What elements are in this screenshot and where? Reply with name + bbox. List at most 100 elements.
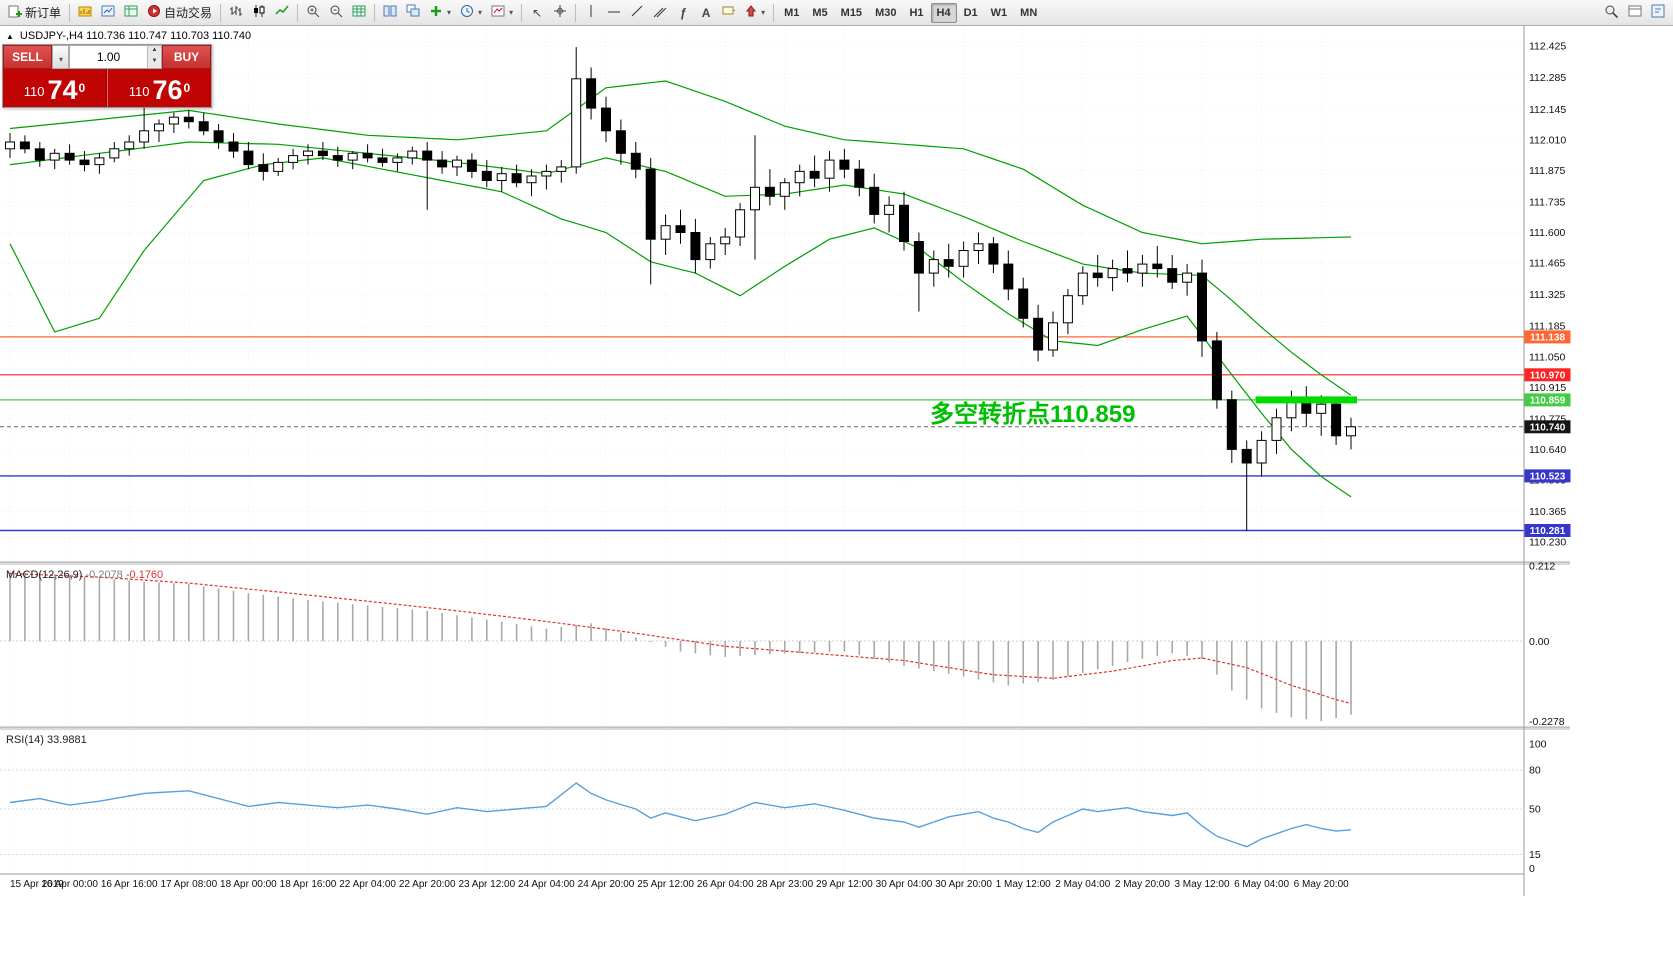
rsi-label: RSI(14) 33.9881 (6, 734, 87, 746)
date-label[interactable]: 16 Apr 00:00 (41, 879, 98, 890)
window-list-icon (1628, 4, 1642, 21)
tile-windows-button[interactable] (379, 2, 401, 24)
channel-tool-button[interactable] (649, 2, 671, 24)
zoom-in-button[interactable] (302, 2, 324, 24)
candlestick-chart-button[interactable] (248, 2, 270, 24)
grid-icon (352, 4, 366, 21)
order-type-dropdown[interactable]: ▾ (52, 45, 69, 69)
date-label[interactable]: 2 May 20:00 (1115, 879, 1170, 890)
profiles-button[interactable] (74, 2, 96, 24)
date-label[interactable]: 18 Apr 16:00 (280, 879, 337, 890)
window-list-button[interactable] (1624, 2, 1646, 24)
annotation-text[interactable]: 多空转折点110.859 (930, 400, 1135, 428)
equidistant-channel-icon (653, 4, 667, 21)
search-button[interactable] (1600, 2, 1623, 24)
date-label[interactable]: 24 Apr 04:00 (518, 879, 575, 890)
sell-price-pips: 74 (47, 75, 78, 105)
cascade-windows-button[interactable] (402, 2, 424, 24)
date-label[interactable]: 17 Apr 08:00 (160, 879, 217, 890)
svg-text:110.230: 110.230 (1529, 537, 1566, 549)
vertical-line-tool-button[interactable] (580, 2, 602, 24)
timeframe-button-M30[interactable]: M30 (869, 3, 902, 23)
timeframe-button-M5[interactable]: M5 (806, 3, 833, 23)
date-label[interactable]: 30 Apr 20:00 (935, 879, 992, 890)
svg-text:110.970: 110.970 (1530, 370, 1566, 381)
indicators-button[interactable]: ▾ (425, 2, 455, 24)
bollinger-layer (9, 80, 1352, 498)
date-label[interactable]: 29 Apr 12:00 (816, 879, 873, 890)
highlight-segment[interactable] (1255, 396, 1357, 404)
date-label[interactable]: 22 Apr 04:00 (339, 879, 396, 890)
charts-window-button[interactable] (97, 2, 119, 24)
date-label[interactable]: 16 Apr 16:00 (101, 879, 158, 890)
toolbar-separator (297, 3, 299, 22)
date-label[interactable]: 18 Apr 00:00 (220, 879, 277, 890)
trendline-tool-button[interactable] (626, 2, 648, 24)
date-label[interactable]: 28 Apr 23:00 (756, 879, 813, 890)
cursor-tool-button[interactable]: ↖ (526, 2, 548, 24)
timeframe-button-M15[interactable]: M15 (835, 3, 868, 23)
timeframe-button-H1[interactable]: H1 (903, 3, 929, 23)
crosshair-tool-button[interactable] (549, 2, 571, 24)
svg-text:111.138: 111.138 (1530, 332, 1565, 343)
svg-text:50: 50 (1529, 804, 1541, 816)
templates-button[interactable]: ▾ (487, 2, 517, 24)
buy-price-pips: 76 (152, 75, 183, 105)
crosshair-icon (553, 4, 567, 21)
zoom-out-button[interactable] (325, 2, 347, 24)
date-label[interactable]: 24 Apr 20:00 (578, 879, 635, 890)
autotrading-button[interactable]: 自动交易 (143, 2, 216, 24)
trade-panel-toggle-icon[interactable]: ▲ (6, 31, 14, 41)
sell-price-display[interactable]: 110 74 0 (3, 69, 107, 107)
help-button[interactable] (1647, 2, 1669, 24)
data-window-button[interactable] (120, 2, 142, 24)
data-window-icon (124, 4, 138, 21)
date-label[interactable]: 1 May 12:00 (996, 879, 1051, 890)
profiles-icon (78, 4, 92, 21)
date-label[interactable]: 22 Apr 20:00 (399, 879, 456, 890)
buy-button[interactable]: BUY (162, 45, 211, 69)
chevron-down-icon: ▾ (58, 54, 63, 64)
volume-input[interactable] (70, 46, 147, 68)
horizontal-line-tool-button[interactable] (603, 2, 625, 24)
date-label[interactable]: 26 Apr 04:00 (697, 879, 754, 890)
text-tool-button[interactable]: A (695, 2, 717, 24)
autotrading-icon (147, 4, 161, 21)
horizontal-line-icon (607, 6, 621, 20)
macd-label: MACD(12,26,9) -0.2078 -0.1760 (6, 569, 163, 581)
timeframe-button-MN[interactable]: MN (1014, 3, 1043, 23)
arrows-tool-button[interactable]: ▾ (741, 2, 769, 24)
date-label[interactable]: 3 May 12:00 (1174, 879, 1229, 890)
label-tool-button[interactable] (718, 2, 740, 24)
timeframe-button-W1[interactable]: W1 (985, 3, 1014, 23)
grid-button[interactable] (348, 2, 370, 24)
date-label[interactable]: 15 Apr 2019 (10, 879, 64, 890)
volume-increase-button[interactable]: ▲ (148, 46, 161, 57)
chevron-down-icon: ▾ (761, 8, 766, 17)
volume-decrease-button[interactable]: ▼ (148, 57, 161, 68)
date-label[interactable]: 25 Apr 12:00 (637, 879, 694, 890)
price-badges: 111.138 110.970 110.859 110.523 110.281 110.7… (1524, 330, 1571, 537)
volume-spinner: ▲ ▼ (147, 46, 161, 68)
sell-button[interactable]: SELL (3, 45, 52, 69)
svg-text:112.145: 112.145 (1529, 104, 1566, 116)
tile-windows-icon (383, 4, 397, 21)
date-label[interactable]: 23 Apr 12:00 (458, 879, 515, 890)
timeframe-button-H4[interactable]: H4 (930, 2, 957, 23)
fibonacci-tool-button[interactable]: ƒ (672, 2, 694, 24)
new-order-button[interactable]: 新订单 (4, 2, 65, 24)
timeframe-button-M1[interactable]: M1 (778, 3, 805, 23)
timeframe-button-D1[interactable]: D1 (958, 3, 984, 23)
bar-chart-button[interactable] (225, 2, 247, 24)
line-chart-button[interactable] (271, 2, 293, 24)
toolbar-separator (575, 3, 577, 22)
timeframes-menu-button[interactable]: ▾ (456, 2, 486, 24)
date-label[interactable]: 6 May 20:00 (1294, 879, 1349, 890)
price-chart[interactable]: 多空转折点110.859 112.425 112.285 112.145 112.010… (0, 26, 1673, 948)
svg-text:100: 100 (1529, 739, 1547, 751)
date-label[interactable]: 2 May 04:00 (1055, 879, 1110, 890)
macd-signal-line (9, 572, 1352, 705)
buy-price-display[interactable]: 110 76 0 (107, 69, 211, 107)
date-label[interactable]: 30 Apr 04:00 (876, 879, 933, 890)
date-label[interactable]: 6 May 04:00 (1234, 879, 1289, 890)
